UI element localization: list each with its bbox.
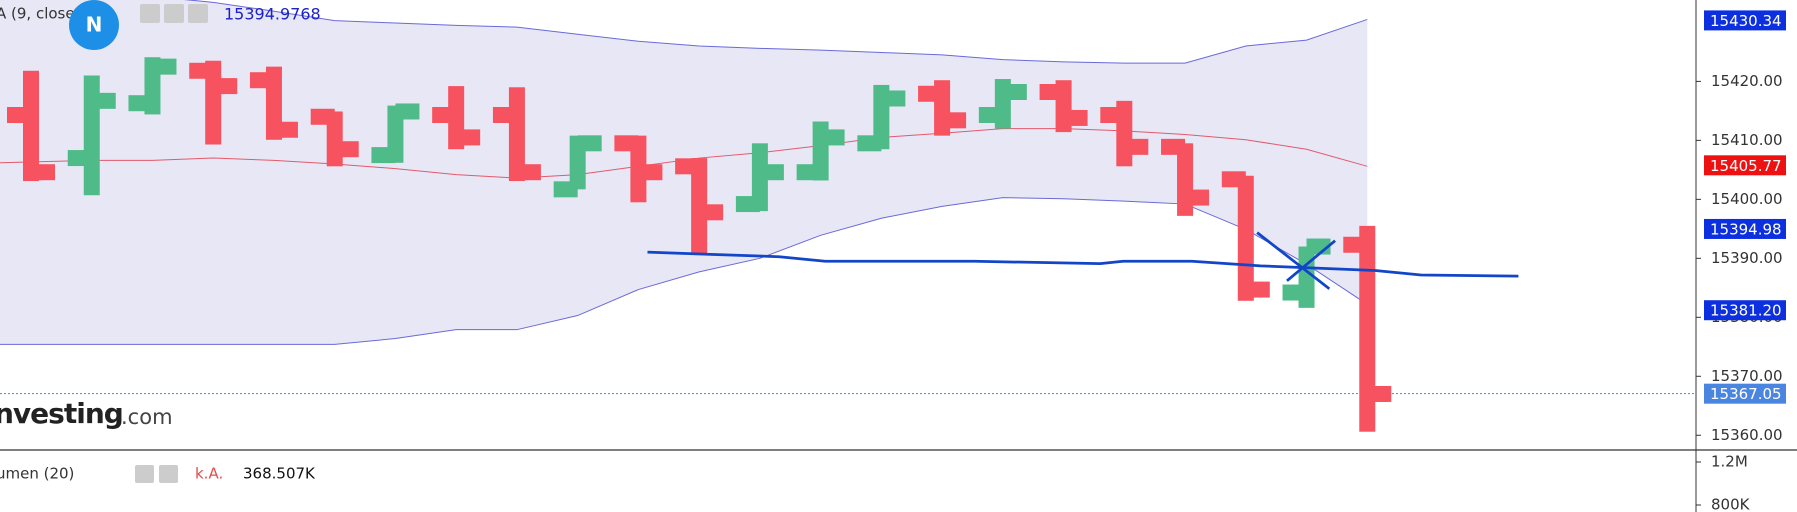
band-lower xyxy=(0,197,1368,345)
logo-suffix: .com xyxy=(121,405,173,429)
bar-open xyxy=(67,150,92,167)
bar-close xyxy=(699,204,724,221)
bar-range xyxy=(1359,225,1376,432)
bar-range xyxy=(23,70,39,182)
bar-close xyxy=(1002,84,1027,101)
y-tick-label: 15390.00 xyxy=(1711,249,1783,267)
bar-close xyxy=(1063,109,1088,126)
bar-open xyxy=(1343,236,1368,253)
bar-open xyxy=(553,181,578,198)
price-marker-label: 15394.98 xyxy=(1710,220,1782,238)
bar-open xyxy=(1221,171,1246,188)
bar-close xyxy=(456,129,481,146)
bar-open xyxy=(796,164,821,181)
badge xyxy=(69,0,119,50)
volume-value: 368.507K xyxy=(243,465,316,483)
bar-open xyxy=(1039,84,1064,101)
y-tick-label: 15360.00 xyxy=(1711,426,1783,444)
bar-open xyxy=(675,158,700,175)
bar-close xyxy=(395,103,420,120)
bar-open xyxy=(189,62,214,79)
price-marker xyxy=(1704,218,1786,239)
bar-open xyxy=(310,108,335,125)
bar-close xyxy=(213,78,238,95)
bar-open xyxy=(614,135,639,152)
price-marker xyxy=(1704,300,1786,321)
y-tick-label: 15420.00 xyxy=(1711,72,1783,90)
bar-close xyxy=(152,58,177,75)
y-tick-label: 15400.00 xyxy=(1711,190,1783,208)
y-tick-label: 15370.00 xyxy=(1711,367,1783,385)
bar-close xyxy=(516,164,541,181)
badge-text: N xyxy=(86,13,103,37)
bar-open xyxy=(735,196,760,213)
trendline xyxy=(647,250,1519,278)
icon-settings[interactable] xyxy=(164,4,184,23)
price-marker xyxy=(1704,383,1786,404)
legend-icons xyxy=(140,4,208,23)
price-marker-label: 15367.05 xyxy=(1710,385,1782,403)
drawing xyxy=(647,231,1519,290)
volume-tick-label: 800K xyxy=(1711,496,1751,512)
volume-icons xyxy=(135,465,178,483)
bar-open xyxy=(7,107,31,124)
icon-close[interactable] xyxy=(188,4,208,23)
price-marker-label: 15405.77 xyxy=(1710,157,1782,175)
indicator-value: 15394.9768 xyxy=(224,5,321,24)
bar-close xyxy=(31,164,55,181)
bar-open xyxy=(128,95,153,112)
bar-close xyxy=(820,129,845,146)
y-tick-label: 15410.00 xyxy=(1711,131,1783,149)
volume-status: k.A. xyxy=(195,465,223,483)
volume-label: umen (20) xyxy=(0,465,74,483)
bar-close xyxy=(1367,385,1392,402)
cross-stroke xyxy=(1256,231,1331,290)
bar-close xyxy=(334,141,359,158)
price-marker xyxy=(1704,10,1786,31)
price-marker-label: 15381.20 xyxy=(1710,302,1782,320)
bar-open xyxy=(249,72,274,89)
bar-close xyxy=(638,164,663,181)
band-upper xyxy=(183,0,1368,64)
icon-close[interactable] xyxy=(159,465,178,483)
logo: nvesting xyxy=(0,397,123,430)
bar-close xyxy=(91,92,116,109)
bar-open xyxy=(1100,107,1125,124)
price-marker xyxy=(1704,155,1786,176)
bar-close xyxy=(577,135,602,152)
bar-open xyxy=(1161,138,1186,155)
bar-close xyxy=(881,90,906,107)
bar-open xyxy=(918,85,943,102)
bar-close xyxy=(1245,281,1270,298)
bar-close xyxy=(1185,189,1210,206)
bar-open xyxy=(432,107,457,124)
bar-range xyxy=(1237,175,1254,301)
bar-close xyxy=(942,112,967,129)
cross-stroke xyxy=(1286,239,1336,282)
bar-close xyxy=(1124,138,1149,155)
bar-open xyxy=(857,135,882,152)
bar-close xyxy=(273,121,298,138)
bar-open xyxy=(492,107,517,124)
bar-close xyxy=(759,164,784,181)
icon-eye[interactable] xyxy=(135,465,154,483)
bar-open xyxy=(978,107,1003,124)
icon-eye[interactable] xyxy=(140,4,160,23)
bar-open xyxy=(371,147,396,164)
bar-open xyxy=(1282,284,1307,301)
volume-tick-label: 1.2M xyxy=(1711,453,1748,471)
price-marker-label: 15430.34 xyxy=(1710,12,1782,30)
plot-area xyxy=(0,0,1696,432)
